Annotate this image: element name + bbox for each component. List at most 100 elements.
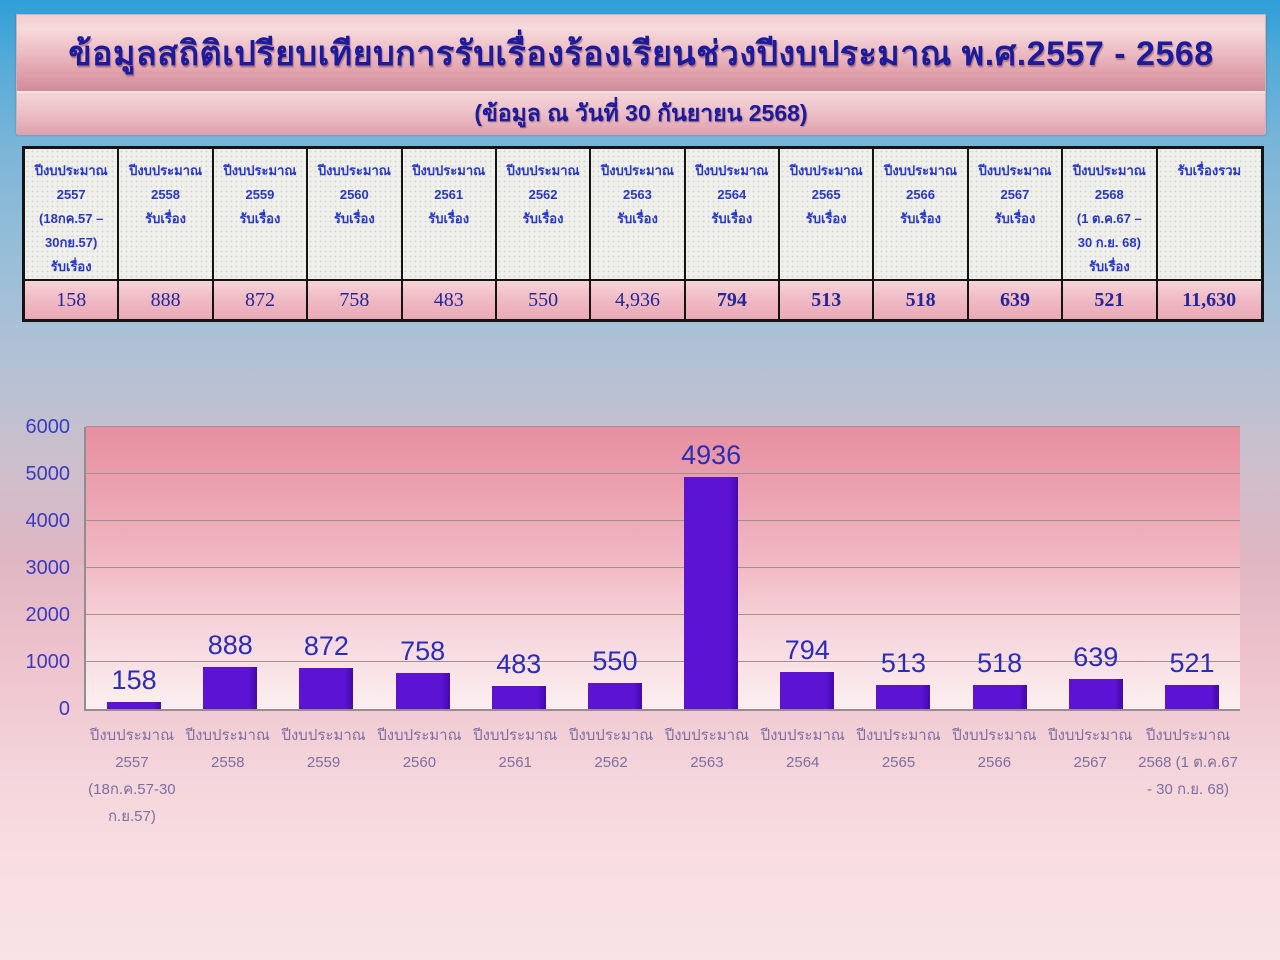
table-header-line: ปีงบประมาณ <box>34 163 108 178</box>
y-tick-label: 6000 <box>25 416 71 438</box>
table-header-cell: ปีงบประมาณ 2567 รับเรื่อง <box>968 149 1064 279</box>
x-tick-line: ปีงบประมาณ <box>89 727 175 744</box>
x-tick-line: ปีงบประมาณ <box>664 727 749 744</box>
table-header-line: ปีงบประมาณ <box>1072 163 1146 178</box>
bar <box>1164 684 1219 709</box>
table-header-line: 2566 <box>906 187 936 202</box>
bar <box>395 673 450 709</box>
x-tick-line: ปีงบประมาณ <box>281 727 366 744</box>
bar <box>107 701 162 709</box>
table-header-line: รับเรื่อง <box>994 211 1036 226</box>
x-tick-line: ปีงบประมาณ <box>568 727 654 744</box>
table-value-cell: 4,936 <box>591 281 686 319</box>
bar-slot: 518 <box>952 427 1048 709</box>
x-tick-label: ปีงบประมาณ 2560 <box>371 722 467 830</box>
table-header-line: ปีงบประมาณ <box>129 163 203 178</box>
bar <box>684 477 739 709</box>
table-header-line: รับเรื่อง <box>1088 259 1130 274</box>
table-value-cell: 518 <box>874 281 969 319</box>
bar <box>587 683 642 709</box>
table-header-line: 2557 <box>56 187 86 202</box>
x-tick-line: 2567 <box>1073 754 1107 771</box>
page-subtitle: (ข้อมูล ณ วันที่ 30 กันยายน 2568) <box>474 100 808 126</box>
x-tick-label: ปีงบประมาณ 2563 <box>659 722 755 830</box>
bar-slot: 521 <box>1144 427 1240 709</box>
table-header-line: ปีงบประมาณ <box>223 163 297 178</box>
table-header-cell: ปีงบประมาณ 2568 (1 ต.ค.67 – 30 ก.ย. 68) รับเ… <box>1063 149 1158 279</box>
table-header-line: 2564 <box>717 187 747 202</box>
statistics-table: ปีงบประมาณ 2557 (18กค.57 – 30กย.57) รับเรื่อ… <box>22 146 1264 322</box>
table-value-cell: 11,630 <box>1157 281 1261 319</box>
table-header-line: รับเรื่องรวม <box>1177 163 1242 178</box>
x-tick-line: 2563 <box>690 754 724 771</box>
x-tick-line: ปีงบประมาณ <box>377 727 462 744</box>
table-header-line: รับเรื่อง <box>805 211 847 226</box>
table-header-row: ปีงบประมาณ 2557 (18กค.57 – 30กย.57) รับเรื่อ… <box>25 149 1261 279</box>
bar <box>876 684 931 709</box>
table-value-row: 158 888 872 758 483 550 4,936 794 513 518 639 521 11… <box>25 279 1261 319</box>
bar-value-label: 639 <box>1073 641 1119 672</box>
bar-slot: 758 <box>375 427 471 709</box>
x-tick-line: ปีงบประมาณ <box>1048 727 1133 744</box>
table-value-cell: 550 <box>496 281 592 319</box>
x-tick-line: 2562 <box>594 754 628 771</box>
chart-plot-area: 158 888 872 758 483 550 4936 794 513 518 639 521 <box>84 426 1240 711</box>
gridline <box>86 567 1240 568</box>
x-tick-label: ปีงบประมาณ 2561 <box>467 722 563 830</box>
bar-slot: 4936 <box>663 427 759 709</box>
y-tick-label: 1000 <box>25 651 71 674</box>
x-tick-line: 2566 <box>977 754 1012 771</box>
x-tick-line: ปีงบประมาณ <box>1145 727 1231 744</box>
table-header-line: 2560 <box>339 187 369 202</box>
table-header-cell: ปีงบประมาณ 2563 รับเรื่อง <box>591 149 686 279</box>
table-header-line: 2563 <box>622 187 652 202</box>
table-header-line: รับเรื่อง <box>50 259 92 274</box>
table-header-line: รับเรื่อง <box>239 211 281 226</box>
x-tick-line: ปีงบประมาณ <box>952 727 1037 744</box>
y-tick-label: 0 <box>58 698 70 720</box>
bar-value-label: 794 <box>784 634 830 665</box>
table-header-line: รับเรื่อง <box>333 211 375 226</box>
x-tick-line: 2561 <box>498 754 532 771</box>
y-tick-label: 3000 <box>25 557 71 579</box>
table-header-line: รับเรื่อง <box>428 211 470 226</box>
x-tick-label: ปีงบประมาณ 2567 <box>1042 722 1138 830</box>
bar-value-label: 521 <box>1169 647 1215 678</box>
bar-slot: 483 <box>471 427 567 709</box>
table-header-cell: ปีงบประมาณ 2560 รับเรื่อง <box>308 149 403 279</box>
table-header-line: ปีงบประมาณ <box>317 163 391 178</box>
table-header-line: ปีงบประมาณ <box>412 163 486 178</box>
gridline <box>86 661 1240 662</box>
table-header-line: รับเรื่อง <box>711 211 753 226</box>
x-tick-line: 2565 <box>881 754 916 771</box>
x-tick-line: ปีงบประมาณ <box>185 727 270 744</box>
x-tick-label: ปีงบประมาณ 2566 <box>946 722 1042 830</box>
table-value-cell: 513 <box>780 281 875 319</box>
table-header-line: รับเรื่อง <box>145 211 186 226</box>
table-header-line: ปีงบประมาณ <box>978 163 1052 178</box>
table-value-cell: 794 <box>685 281 780 319</box>
table-header-cell: ปีงบประมาณ 2565 รับเรื่อง <box>780 149 875 279</box>
table-header-line: (18กค.57 – <box>39 211 104 226</box>
table-header-line: 2561 <box>434 187 464 202</box>
bar <box>491 686 546 709</box>
bar-value-label: 518 <box>977 647 1023 678</box>
table-value-cell: 483 <box>402 281 497 319</box>
table-header-line: (1 ต.ค.67 – <box>1076 211 1142 226</box>
table-header-line: 2559 <box>245 187 275 202</box>
bar <box>203 667 258 709</box>
table-header-cell: ปีงบประมาณ 2558 รับเรื่อง <box>119 149 214 279</box>
table-header-cell: ปีงบประมาณ 2559 รับเรื่อง <box>213 149 309 279</box>
bar-slot: 158 <box>86 427 182 709</box>
table-header-line: 2568 <box>1094 187 1124 202</box>
x-tick-label: ปีงบประมาณ 2568 (1 ต.ค.67 - 30 ก.ย. 68) <box>1138 722 1238 830</box>
gridline <box>86 614 1240 615</box>
x-tick-line: 2560 <box>402 754 437 771</box>
x-tick-line: 2558 <box>211 754 245 771</box>
table-value-cell: 888 <box>119 281 214 319</box>
bar <box>972 684 1027 709</box>
x-tick-line: ปีงบประมาณ <box>856 727 941 744</box>
bar-value-label: 4936 <box>681 440 742 471</box>
x-tick-label: ปีงบประมาณ 2564 <box>755 722 851 830</box>
